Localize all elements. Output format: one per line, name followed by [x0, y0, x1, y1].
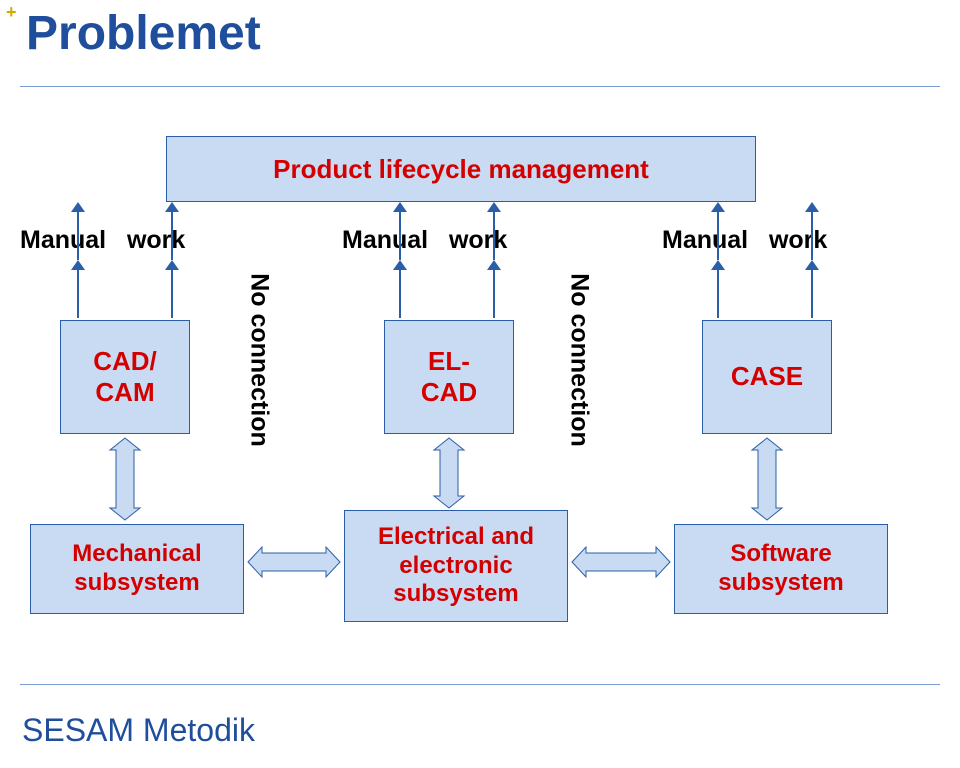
- a-manual-elcad-l: [393, 260, 407, 318]
- a-manual-case-l: [711, 260, 725, 318]
- slide: + Problemet Product lifecycle management…: [0, 0, 960, 768]
- a-manual-cadcam-l: [71, 260, 85, 318]
- a-plm-elcad-right: [487, 202, 501, 260]
- rule-bottom: [20, 684, 940, 685]
- a-plm-elcad-left: [393, 202, 407, 260]
- a-plm-cadcam-left: [71, 202, 85, 260]
- a-plm-case-left: [711, 202, 725, 260]
- a-plm-case-right: [805, 202, 819, 260]
- d-elec-soft: [572, 547, 670, 577]
- d-cadcam-mech: [110, 438, 140, 520]
- d-mech-elec: [248, 547, 340, 577]
- a-manual-cadcam-r: [165, 260, 179, 318]
- arrows-layer: [0, 0, 960, 768]
- a-manual-elcad-r: [487, 260, 501, 318]
- footer-text: SESAM Metodik: [22, 712, 255, 749]
- a-plm-cadcam-right: [165, 202, 179, 260]
- d-case-soft: [752, 438, 782, 520]
- d-elcad-elec: [434, 438, 464, 508]
- a-manual-case-r: [805, 260, 819, 318]
